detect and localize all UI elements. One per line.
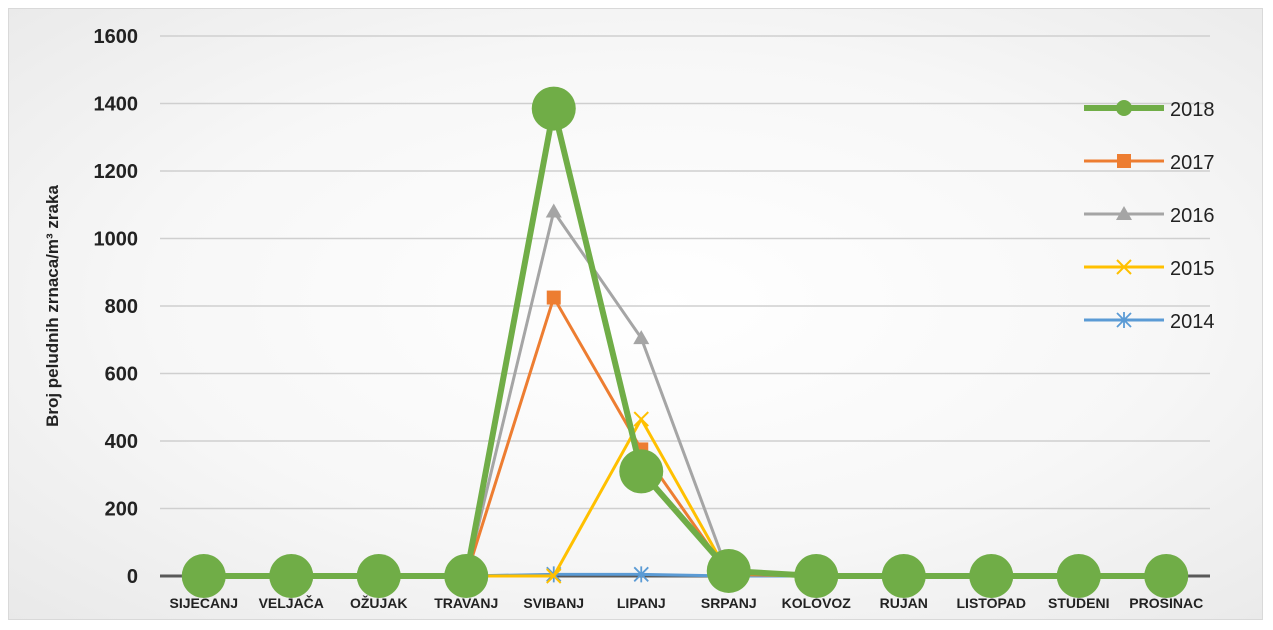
data-point: [531, 86, 576, 131]
x-tick-label: SIJEČANJ: [170, 594, 238, 611]
legend-label: 2015: [1170, 258, 1215, 280]
data-point: [444, 554, 489, 598]
data-point: [269, 554, 314, 598]
x-tick-label: SRPANJ: [701, 595, 757, 611]
legend-item-2018: 2018: [1084, 99, 1215, 121]
x-tick-label: KOLOVOZ: [782, 595, 852, 611]
series-line-2018: [203, 105, 1167, 579]
legend-item-2015: 2015: [1084, 258, 1215, 280]
y-axis-label: Broj peludnih zrnaca/m³ zraka: [43, 185, 62, 427]
series-2018: [181, 86, 1189, 598]
legend-marker: [1116, 100, 1132, 116]
series-2017: [196, 290, 1174, 583]
legend: 2018 2017 2016 2015 2014: [1084, 99, 1215, 333]
legend-marker: [1116, 206, 1132, 220]
data-point: [633, 411, 649, 427]
data-point: [546, 290, 561, 305]
data-point: [1144, 554, 1189, 598]
legend-label: 2017: [1170, 152, 1215, 174]
data-point: [794, 554, 839, 598]
y-axis-tick-labels: 0 200 400 600 800 1000 1200 1400 1600: [94, 26, 139, 588]
y-tick-label: 1600: [94, 26, 139, 48]
legend-marker: [1116, 312, 1132, 328]
data-point: [633, 566, 649, 583]
legend-marker: [1116, 259, 1132, 275]
x-tick-label: PROSINAC: [1129, 595, 1203, 611]
y-tick-label: 400: [105, 431, 138, 453]
legend-item-2017: 2017: [1084, 152, 1215, 174]
data-point: [545, 203, 562, 218]
data-point: [1056, 554, 1101, 598]
x-tick-label: OŽUJAK: [350, 594, 408, 611]
y-tick-label: 1200: [94, 161, 139, 183]
x-axis-tick-labels: SIJEČANJ VELJAČA OŽUJAK TRAVANJ SVIBANJ LIPAN…: [170, 594, 1204, 611]
data-point: [181, 554, 226, 598]
legend-label: 2014: [1170, 311, 1215, 333]
y-tick-label: 800: [105, 296, 138, 318]
series-lines: [181, 86, 1189, 598]
x-tick-label: VELJAČA: [259, 594, 324, 611]
y-tick-label: 600: [105, 364, 138, 386]
series-line-2017: [203, 296, 1167, 578]
series-line-2015: [203, 417, 1167, 578]
y-tick-label: 1000: [94, 229, 139, 251]
data-point: [633, 330, 650, 345]
y-tick-label: 0: [127, 566, 138, 588]
x-tick-label: TRAVANJ: [434, 595, 498, 611]
legend-item-2016: 2016: [1084, 205, 1215, 227]
x-tick-label: STUDENI: [1048, 595, 1109, 611]
y-tick-label: 200: [105, 499, 138, 521]
data-point: [969, 554, 1014, 598]
data-point: [706, 548, 751, 593]
x-tick-label: LISTOPAD: [957, 595, 1027, 611]
x-tick-label: SVIBANJ: [523, 595, 584, 611]
legend-label: 2016: [1170, 205, 1215, 227]
series-2015: [196, 411, 1174, 584]
data-point: [546, 568, 562, 584]
x-tick-label: LIPANJ: [617, 595, 666, 611]
data-point: [619, 449, 664, 494]
y-tick-label: 1400: [94, 94, 139, 116]
data-point: [881, 554, 926, 598]
legend-marker: [1117, 154, 1131, 168]
legend-label: 2018: [1170, 99, 1215, 121]
data-point: [356, 554, 401, 598]
legend-item-2014: 2014: [1084, 311, 1215, 333]
x-tick-label: RUJAN: [880, 595, 928, 611]
chart-area: [8, 8, 1263, 620]
